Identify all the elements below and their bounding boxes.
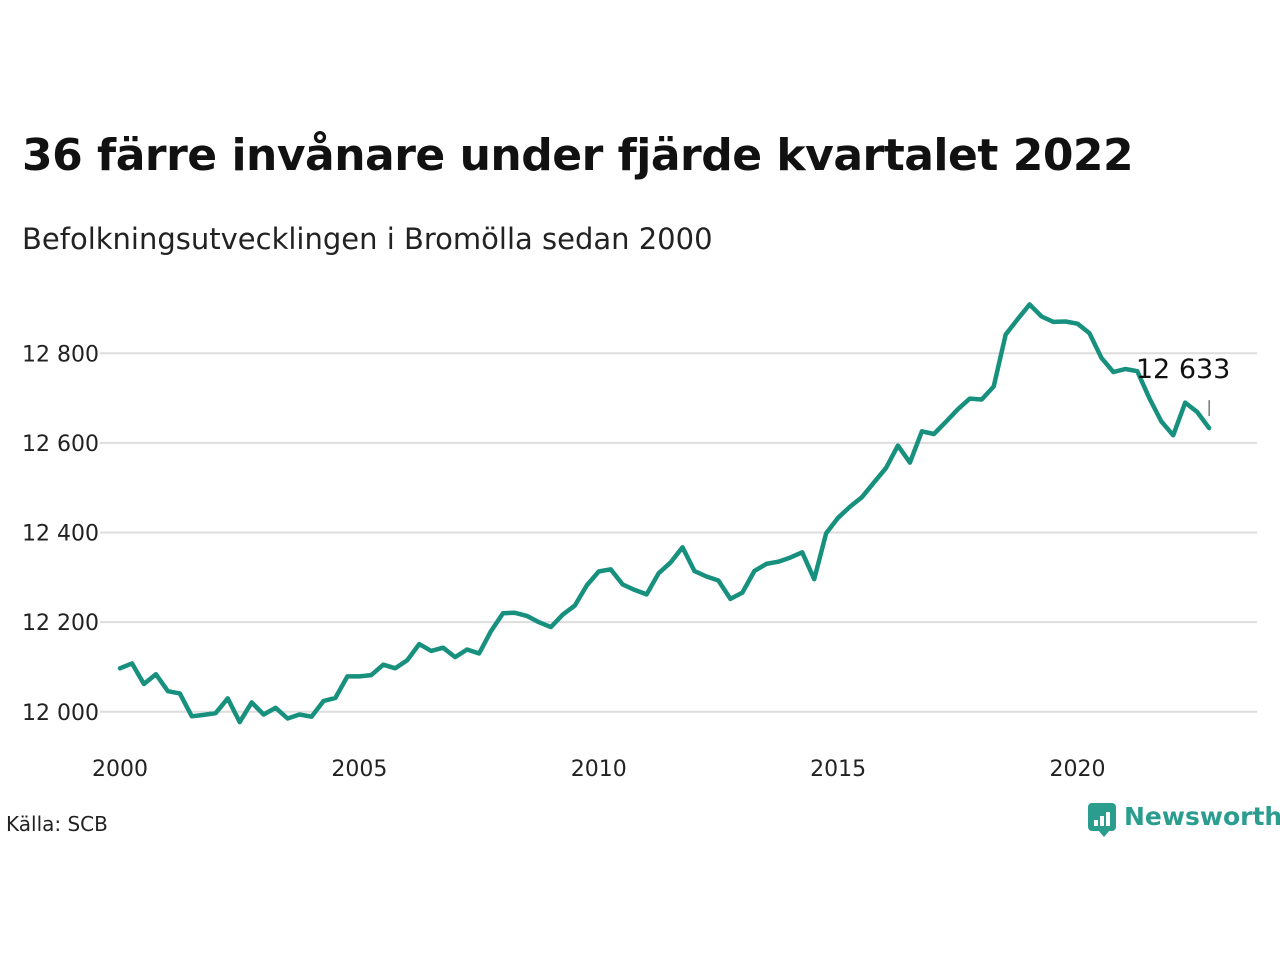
y-tick-label: 12 400 — [22, 522, 99, 547]
chart-title: 36 färre invånare under fjärde kvartalet… — [22, 130, 1134, 181]
newsworthy-icon — [1088, 802, 1116, 837]
source-note: Källa: SCB — [6, 812, 108, 836]
y-tick-label: 12 200 — [22, 611, 99, 636]
newsworthy-logo: Newsworthy — [1088, 802, 1280, 837]
x-tick-label: 2010 — [571, 757, 627, 782]
y-tick-label: 12 600 — [22, 432, 99, 457]
grid-lines — [100, 352, 1257, 713]
x-tick-label: 2015 — [810, 757, 866, 782]
x-tick-label: 2020 — [1049, 757, 1105, 782]
last-value-label: 12 633 — [1136, 354, 1230, 385]
y-axis-labels: 12 000 12 200 12 400 12 600 12 800 — [22, 342, 99, 726]
population-line — [117, 302, 1212, 725]
x-tick-label: 2000 — [92, 757, 148, 782]
x-axis-labels: 2000 2005 2010 2015 2020 — [92, 757, 1105, 782]
brand-name: Newsworthy — [1124, 802, 1280, 831]
x-tick-label: 2005 — [331, 757, 387, 782]
y-tick-label: 12 000 — [22, 701, 99, 726]
y-tick-label: 12 800 — [22, 342, 99, 367]
chart-subtitle: Befolkningsutvecklingen i Bromölla sedan… — [22, 222, 713, 256]
